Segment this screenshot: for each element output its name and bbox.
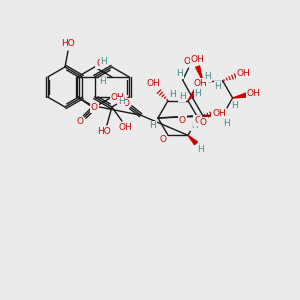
- Text: OH: OH: [247, 89, 260, 98]
- Text: H: H: [194, 88, 201, 98]
- Polygon shape: [188, 135, 197, 145]
- Text: HO: HO: [97, 128, 111, 136]
- Text: H: H: [204, 72, 211, 81]
- Text: H: H: [169, 90, 176, 99]
- Text: O: O: [194, 116, 201, 125]
- Text: H: H: [214, 82, 221, 91]
- Text: O: O: [96, 59, 103, 68]
- Text: H: H: [118, 98, 124, 106]
- Text: O: O: [179, 116, 186, 125]
- Text: HO: HO: [61, 40, 75, 49]
- Text: O: O: [160, 135, 167, 144]
- Text: OH: OH: [184, 56, 197, 65]
- Text: OH: OH: [111, 92, 124, 101]
- Text: H: H: [150, 122, 156, 130]
- Text: OH: OH: [191, 55, 205, 64]
- Text: H: H: [99, 77, 106, 86]
- Text: O: O: [76, 118, 83, 127]
- Text: H: H: [223, 119, 230, 128]
- Text: OH: OH: [193, 79, 207, 88]
- Text: H: H: [190, 122, 197, 130]
- Text: O: O: [199, 118, 206, 127]
- Polygon shape: [196, 66, 202, 81]
- Text: OH: OH: [118, 124, 132, 133]
- Text: O: O: [122, 99, 129, 108]
- Polygon shape: [232, 93, 247, 98]
- Text: O: O: [91, 103, 98, 112]
- Text: H: H: [231, 101, 238, 110]
- Text: H: H: [100, 58, 107, 67]
- Text: OH: OH: [237, 69, 250, 78]
- Text: OH: OH: [146, 79, 160, 88]
- Polygon shape: [188, 89, 198, 101]
- Text: H: H: [196, 145, 203, 154]
- Text: H: H: [176, 70, 183, 79]
- Text: H: H: [178, 92, 185, 101]
- Text: OH: OH: [212, 109, 226, 118]
